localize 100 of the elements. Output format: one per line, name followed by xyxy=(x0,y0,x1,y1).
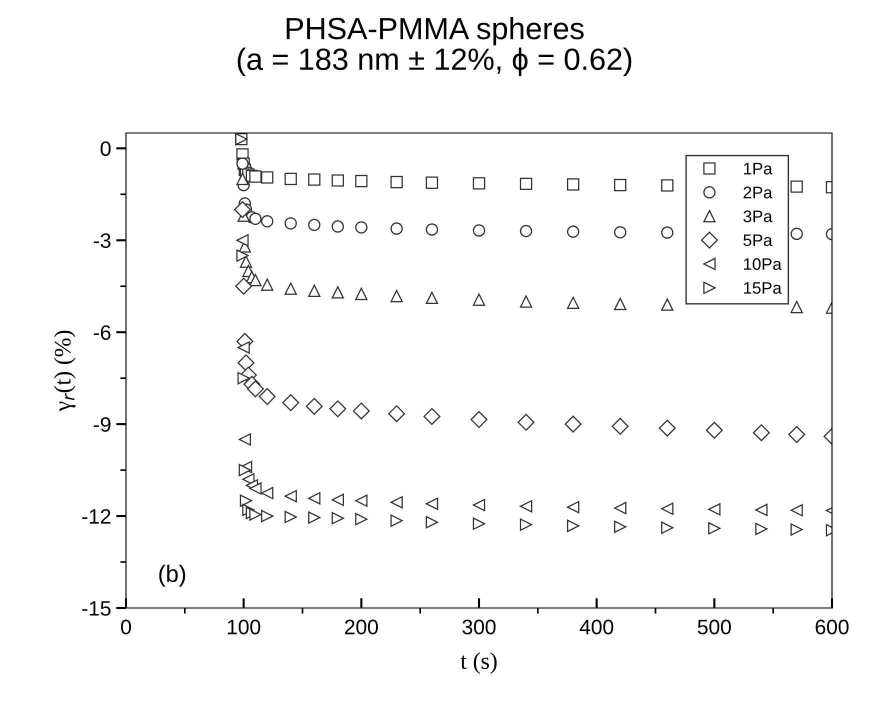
point xyxy=(355,512,368,526)
point xyxy=(249,482,262,495)
point xyxy=(708,503,721,516)
point xyxy=(355,221,368,234)
point xyxy=(308,492,320,504)
y-tick-label: -3 xyxy=(94,233,111,248)
point xyxy=(249,508,262,521)
x-tick-label: 500 xyxy=(698,620,731,634)
x-tick-label: 400 xyxy=(580,620,614,634)
annotation: (b) xyxy=(159,564,186,587)
point xyxy=(355,494,368,507)
point xyxy=(708,522,721,535)
point xyxy=(790,523,803,536)
point xyxy=(284,172,297,186)
point xyxy=(706,422,723,439)
point xyxy=(612,418,629,435)
y-tick-label: 0 xyxy=(100,141,111,156)
point xyxy=(355,288,368,300)
point xyxy=(661,522,674,534)
y-tick-label: -12 xyxy=(82,509,110,524)
y-tick-label: -6 xyxy=(94,325,111,340)
point xyxy=(261,278,274,291)
point xyxy=(788,426,806,444)
y-axis-title: γ$_{r}$(t) (%) xyxy=(54,330,76,412)
point xyxy=(520,224,532,238)
point xyxy=(564,416,582,433)
point xyxy=(426,516,438,528)
point xyxy=(614,226,626,238)
point xyxy=(614,502,626,514)
point xyxy=(661,502,674,515)
point xyxy=(308,284,320,298)
point xyxy=(472,518,486,530)
point xyxy=(261,215,274,228)
point xyxy=(308,218,320,232)
point xyxy=(284,510,297,524)
point xyxy=(261,486,274,500)
point xyxy=(284,217,297,230)
point xyxy=(240,494,252,507)
chart-title: PHSA-PMMA spheres (a = 183 nm ± 12%, ϕ = 0.62) xyxy=(238,16,632,76)
point xyxy=(566,296,580,309)
point xyxy=(661,298,674,311)
point xyxy=(308,511,320,524)
point xyxy=(355,174,368,188)
y-tick-label: -15 xyxy=(82,601,111,616)
point xyxy=(658,420,676,437)
point xyxy=(614,520,626,533)
point xyxy=(472,224,486,237)
point xyxy=(426,498,438,510)
point xyxy=(390,176,403,188)
point xyxy=(520,500,532,512)
x-tick-label: 600 xyxy=(816,620,849,634)
point xyxy=(332,494,344,506)
point xyxy=(520,295,532,308)
point xyxy=(755,522,768,536)
legend-label: 5Pa xyxy=(743,234,772,246)
point xyxy=(470,411,488,428)
point xyxy=(249,274,262,286)
point xyxy=(238,433,252,446)
point xyxy=(390,290,403,302)
point xyxy=(518,414,535,431)
point xyxy=(423,408,440,425)
point xyxy=(282,394,300,412)
point xyxy=(566,225,580,238)
x-tick-label: 0 xyxy=(121,620,131,634)
legend-label: 2Pa xyxy=(744,186,772,198)
point xyxy=(258,388,276,406)
point xyxy=(614,298,626,310)
point xyxy=(352,402,370,420)
legend-label: 10Pa xyxy=(744,258,782,270)
point xyxy=(306,398,323,415)
point xyxy=(261,171,274,184)
point xyxy=(566,178,580,191)
point xyxy=(238,354,254,372)
point xyxy=(614,178,626,192)
x-tick-label: 300 xyxy=(462,620,496,634)
point xyxy=(235,278,252,295)
x-axis-title: t (s) xyxy=(460,652,497,674)
legend-label: 3Pa xyxy=(743,210,772,222)
point xyxy=(390,514,403,527)
point xyxy=(237,341,250,354)
point xyxy=(472,294,486,306)
point xyxy=(332,286,344,299)
point xyxy=(752,424,770,442)
legend-label: 15Pa xyxy=(744,282,782,294)
point xyxy=(472,498,486,512)
point xyxy=(249,212,262,225)
point xyxy=(566,520,580,532)
point xyxy=(426,176,438,189)
point xyxy=(661,179,674,192)
point xyxy=(238,464,252,476)
point xyxy=(472,177,486,190)
point xyxy=(790,300,803,314)
point xyxy=(332,174,344,187)
point xyxy=(790,228,803,240)
point xyxy=(520,518,532,531)
point xyxy=(234,201,251,218)
point xyxy=(236,172,249,186)
point xyxy=(790,180,803,193)
point xyxy=(388,405,406,422)
point xyxy=(390,496,403,508)
